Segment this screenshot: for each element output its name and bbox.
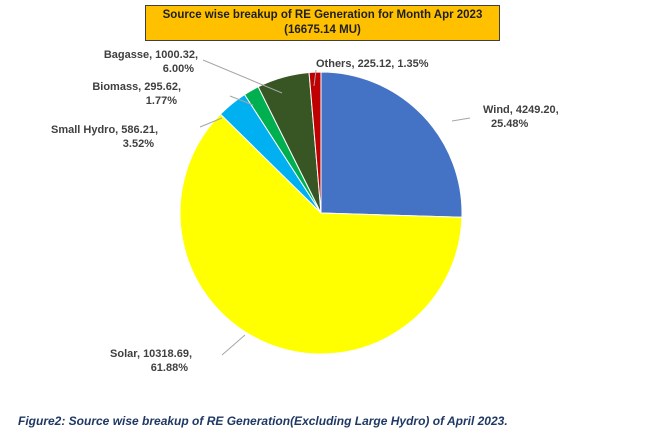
data-label-bagasse: Bagasse, 1000.32, 6.00%: [104, 49, 198, 75]
figure-caption: Figure2: Source wise breakup of RE Gener…: [18, 414, 508, 428]
chart-subtitle: (16675.14 MU): [284, 24, 361, 36]
leader-line-biomass: [229, 95, 254, 106]
data-label-solar: Solar, 10318.69, 61.88%: [110, 348, 192, 374]
data-label-wind: Wind, 4249.20, 25.48%: [483, 104, 559, 130]
data-label-small-hydro: Small Hydro, 586.21, 3.52%: [51, 124, 158, 150]
leader-line-wind: [451, 117, 471, 122]
data-label-others: Others, 225.12, 1.35%: [316, 58, 429, 70]
leader-line-others: [313, 69, 317, 87]
pie-slice-others: [308, 71, 322, 214]
data-label-biomass: Biomass, 295.62, 1.77%: [92, 81, 181, 107]
leader-line-bagasse: [202, 59, 283, 94]
leader-line-small-hydro: [199, 117, 223, 128]
leader-line-solar: [221, 334, 246, 356]
pie-slice-wind: [320, 71, 463, 218]
pie-slice-solar: [179, 113, 463, 355]
chart-title: Source wise breakup of RE Generation for…: [162, 9, 483, 21]
chart-title-box: Source wise breakup of RE Generation for…: [145, 5, 500, 41]
